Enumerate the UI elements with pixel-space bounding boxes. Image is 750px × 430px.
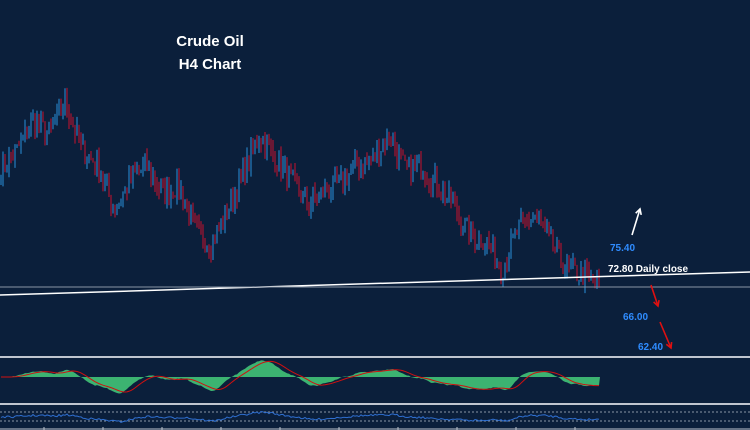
level-label-62: 62.40 <box>638 342 664 353</box>
up-arrow-head <box>635 207 642 216</box>
down-arrow-2 <box>659 321 672 349</box>
level-label-daily-close: 72.80 Daily close <box>608 264 689 275</box>
down-arrow-2-head <box>665 341 673 350</box>
chart-subtitle: H4 Chart <box>178 56 242 73</box>
level-label-66: 66.00 <box>623 312 649 323</box>
signal-line <box>1 360 600 393</box>
daily-close-trendline <box>0 271 750 296</box>
chart-title: Crude Oil <box>176 33 244 50</box>
up-arrow <box>631 208 641 236</box>
rsi-line <box>0 410 600 423</box>
down-arrow-1 <box>650 284 659 307</box>
level-label-75: 75.40 <box>610 243 636 254</box>
down-arrow-1-head <box>653 299 660 308</box>
